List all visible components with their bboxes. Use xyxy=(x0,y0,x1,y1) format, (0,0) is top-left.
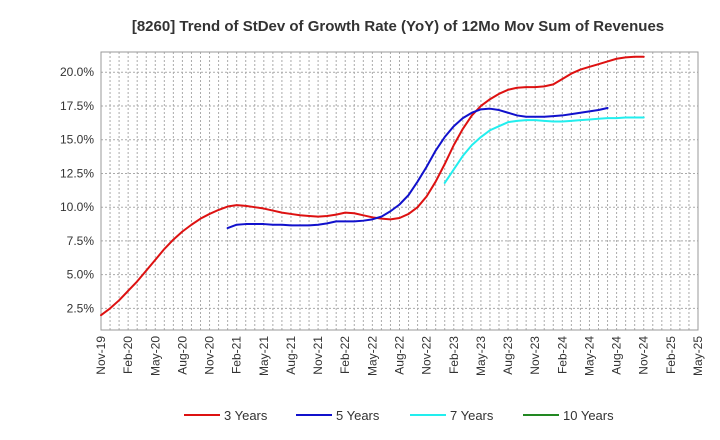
x-tick-label: Nov-21 xyxy=(311,336,325,375)
x-tick-label: May-22 xyxy=(365,336,379,376)
series-lines xyxy=(100,55,645,317)
x-tick-label: Aug-22 xyxy=(393,336,407,375)
x-tick-label: May-21 xyxy=(257,336,271,376)
x-tick-label: Feb-21 xyxy=(230,336,244,374)
y-tick-label: 2.5% xyxy=(67,301,95,315)
y-tick-label: 12.5% xyxy=(60,166,94,180)
x-tick-label: Feb-24 xyxy=(555,336,569,374)
x-tick-label: May-23 xyxy=(474,336,488,376)
legend-label-3-years: 3 Years xyxy=(224,408,268,423)
plot-area xyxy=(100,51,699,331)
grid xyxy=(101,52,698,330)
x-tick-label: Feb-25 xyxy=(664,336,678,374)
x-tick-label: May-20 xyxy=(148,336,162,376)
y-axis-ticks: 2.5% 5.0% 7.5% 10.0% 12.5% 15.0% 17.5% 20.0% xyxy=(60,65,94,315)
x-tick-label: Nov-22 xyxy=(420,336,434,375)
x-tick-label: Feb-23 xyxy=(447,336,461,374)
x-axis-ticks: Nov-19 Feb-20 May-20 Aug-20 Nov-20 Feb-21 May-… xyxy=(94,336,705,376)
legend-label-7-years: 7 Years xyxy=(450,408,494,423)
y-tick-label: 5.0% xyxy=(67,268,95,282)
x-tick-label: Nov-24 xyxy=(637,336,651,375)
x-tick-label: Nov-20 xyxy=(203,336,217,375)
legend-label-10-years: 10 Years xyxy=(563,408,614,423)
x-tick-label: Aug-20 xyxy=(175,336,189,375)
legend: 3 Years 5 Years 7 Years 10 Years xyxy=(184,408,614,423)
x-tick-label: Feb-22 xyxy=(338,336,352,374)
x-tick-label: Aug-21 xyxy=(284,336,298,375)
x-tick-label: May-25 xyxy=(691,336,705,376)
y-tick-label: 7.5% xyxy=(67,234,95,248)
x-tick-label: Feb-20 xyxy=(121,336,135,374)
series-line-3-years xyxy=(100,55,645,317)
y-tick-label: 17.5% xyxy=(60,99,94,113)
series-line-5-years xyxy=(226,107,609,230)
series-line-7-years xyxy=(443,116,645,184)
x-tick-label: Nov-19 xyxy=(94,336,108,375)
legend-label-5-years: 5 Years xyxy=(336,408,380,423)
x-tick-label: Aug-24 xyxy=(610,336,624,375)
y-tick-label: 20.0% xyxy=(60,65,94,79)
x-tick-label: Aug-23 xyxy=(501,336,515,375)
x-tick-label: May-24 xyxy=(582,336,596,376)
x-tick-label: Nov-23 xyxy=(528,336,542,375)
y-tick-label: 15.0% xyxy=(60,133,94,147)
y-tick-label: 10.0% xyxy=(60,200,94,214)
chart-title: [8260] Trend of StDev of Growth Rate (Yo… xyxy=(132,18,664,35)
